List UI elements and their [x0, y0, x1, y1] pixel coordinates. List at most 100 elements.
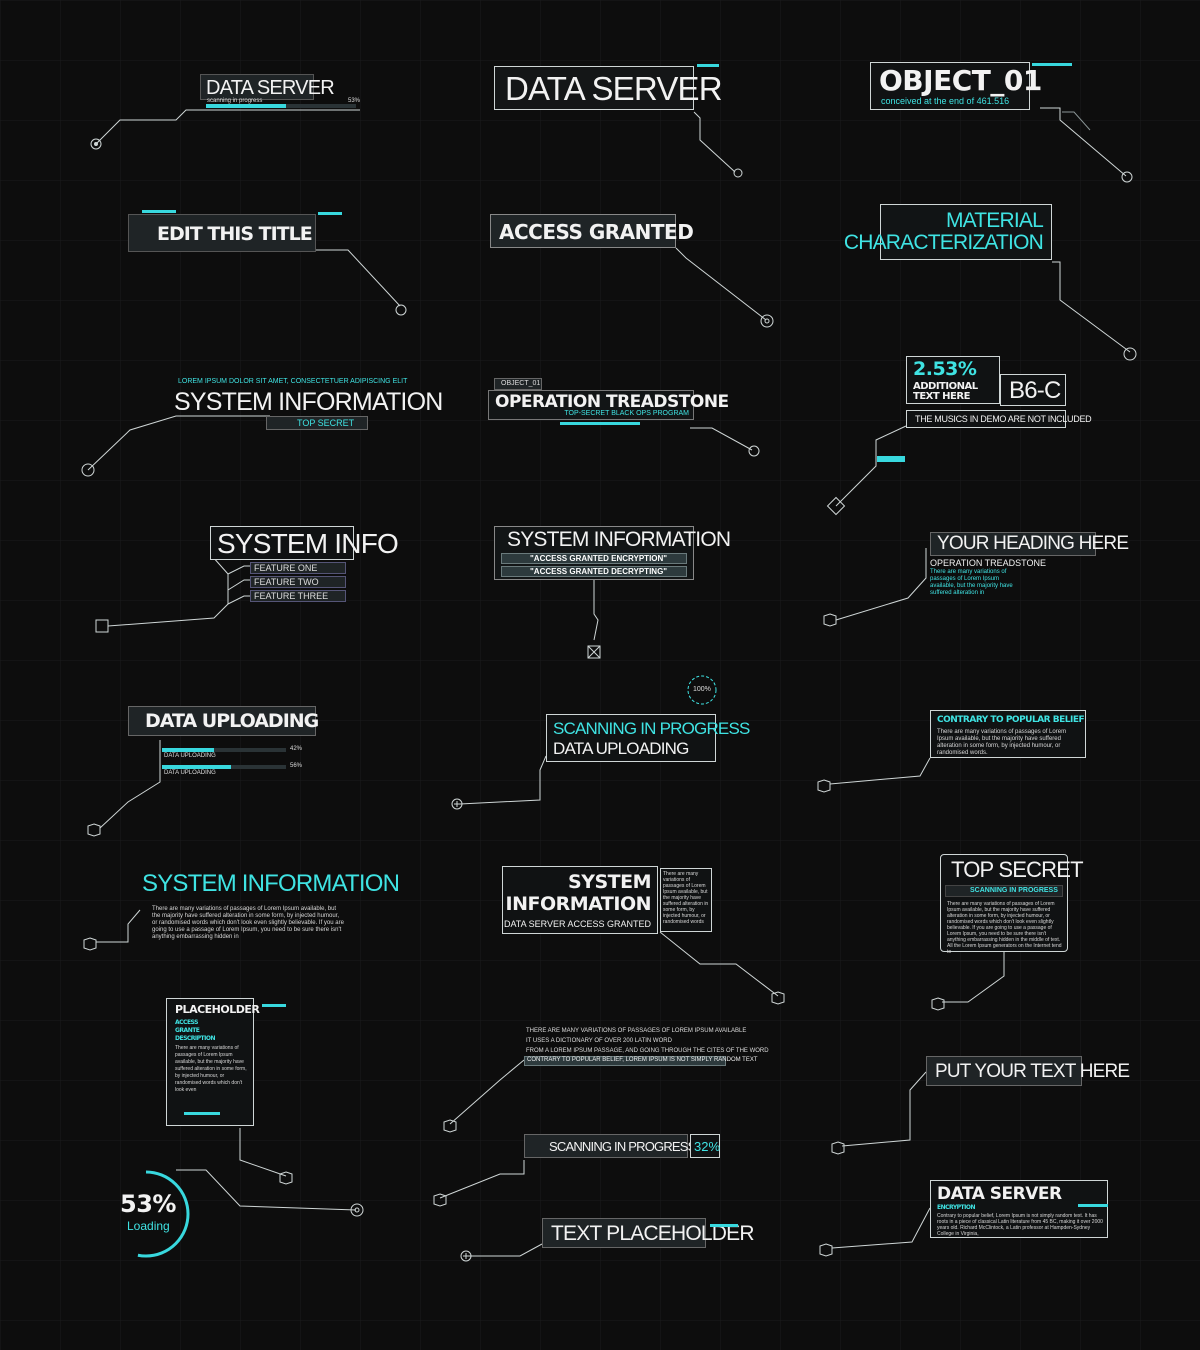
encryption-subtitle: ENCRYPTION: [937, 1204, 976, 1211]
accent-bar: [1032, 63, 1072, 66]
panel-system-information-hex: SYSTEM INFORMATION DATA SERVER ACCESS GR…: [502, 866, 658, 934]
panel-heading: YOUR HEADING HERE: [930, 532, 1129, 556]
panel-scanning-progress: SCANNING IN PROGRESS: [524, 1134, 696, 1158]
placeholder-line1: ACCESS: [175, 1019, 198, 1026]
tag-label: TOP SECRET: [297, 418, 355, 428]
system-info-title: SYSTEM INFO: [217, 528, 399, 559]
scan-status-text: scanning in progress: [207, 98, 263, 104]
panel-title: EDIT THIS TITLE: [157, 223, 313, 245]
encryption-body: Contrary to popular belief, Lorem Ipsum …: [937, 1213, 1103, 1237]
contrary-title: CONTRARY TO POPULAR BELIEF: [937, 715, 1085, 725]
feature-label: FEATURE ONE: [254, 563, 318, 573]
scanning-label: SCANNING IN PROGRESS: [549, 1139, 696, 1154]
scanning-line1: SCANNING IN PROGRESS: [553, 719, 750, 738]
panel-data-server-small: DATA SERVER: [200, 74, 335, 100]
feature-item: FEATURE THREE: [250, 590, 346, 602]
object-tag: OBJECT_01: [494, 378, 542, 390]
system-info-title: SYSTEM INFORMATION: [174, 388, 443, 416]
loading-label: Loading: [127, 1219, 170, 1233]
variations-highlight: CONTRARY TO POPULAR BELIEF, LOREM IPSUM …: [524, 1056, 758, 1066]
panel-data-uploading: DATA UPLOADING: [128, 706, 319, 736]
panel-edit-title: EDIT THIS TITLE: [128, 214, 316, 252]
note-box: THE MUSICS IN DEMO ARE NOT INCLUDED: [906, 410, 1092, 428]
upload-title: DATA UPLOADING: [145, 710, 319, 732]
feature-item: FEATURE TWO: [250, 576, 346, 588]
scanning-strip: SCANNING IN PROGRESS: [945, 885, 1063, 897]
contrary-body: There are many variations of passages of…: [937, 729, 1067, 756]
scanning-line2: DATA UPLOADING: [553, 739, 689, 758]
scanning-percent: 32%: [694, 1139, 721, 1154]
accent-bar: [142, 210, 176, 213]
variations-line: IT USES A DICTIONARY OF OVER 200 LATIN W…: [526, 1038, 672, 1044]
variations-line: CONTRARY TO POPULAR BELIEF, LOREM IPSUM …: [527, 1057, 758, 1063]
code-value: B6-C: [1009, 377, 1061, 404]
side-info-box: There are many variations of passages of…: [660, 868, 712, 932]
placeholder-body: There are many variations of passages of…: [175, 1045, 247, 1093]
panel-title: DATA SERVER: [206, 77, 335, 99]
scan-progress-bar: [206, 104, 356, 108]
tag-label: OBJECT_01: [501, 380, 541, 387]
panel-contrary: CONTRARY TO POPULAR BELIEF There are man…: [930, 710, 1086, 758]
percent-value: 2.53%: [913, 358, 977, 380]
sysinfo-line2: INFORMATION: [505, 893, 652, 915]
panel-object: OBJECT_01 conceived at the end of 461.51…: [870, 62, 1042, 110]
feature-label: FEATURE THREE: [254, 591, 329, 601]
material-line1: MATERIAL: [945, 209, 1044, 232]
panel-access-granted: ACCESS GRANTED: [490, 214, 694, 248]
scan-percent: 53%: [348, 98, 361, 104]
encryption-title: DATA SERVER: [937, 1184, 1062, 1204]
heading-body: There are many variations of passages of…: [930, 569, 1013, 596]
panel-material: MATERIAL CHARACTERIZATION: [844, 204, 1052, 260]
panel-system-info: SYSTEM INFO: [210, 526, 399, 560]
system-info-cyan-title: SYSTEM INFORMATION: [142, 870, 400, 897]
note-text: THE MUSICS IN DEMO ARE NOT INCLUDED: [915, 414, 1092, 424]
percent-line2: TEXT HERE: [913, 391, 970, 402]
variations-line: FROM A LOREM IPSUM PASSAGE, AND GOING TH…: [526, 1048, 769, 1054]
panel-title: ACCESS GRANTED: [499, 220, 694, 244]
top-secret-title: TOP SECRET: [951, 857, 1084, 882]
decryption-line: "ACCESS GRANTED DECRYPTING": [501, 566, 687, 577]
system-info-title: SYSTEM INFORMATION: [507, 528, 731, 551]
object-title: OBJECT_01: [879, 64, 1042, 97]
panel-treadstone: OPERATION TREADSTONE TOP-SECRET BLACK OP…: [488, 390, 729, 420]
put-text-title: PUT YOUR TEXT HERE: [935, 1061, 1130, 1082]
accent-bar: [1078, 1204, 1108, 1207]
panel-top-secret: TOP SECRET SCANNING IN PROGRESS There ar…: [940, 854, 1084, 955]
upload-progress-bar: [162, 765, 286, 769]
top-secret-tag: TOP SECRET: [266, 416, 368, 430]
side-info-text: There are many variations of passages of…: [663, 871, 709, 925]
panel-scanning: SCANNING IN PROGRESS DATA UPLOADING: [546, 714, 750, 762]
panel-title: DATA SERVER: [505, 70, 723, 107]
panel-text-placeholder: TEXT PLACEHOLDER: [542, 1218, 755, 1248]
material-line2: CHARACTERIZATION: [843, 231, 1044, 254]
accent-bar: [184, 1112, 220, 1115]
accent-bar: [697, 64, 719, 67]
heading-subtitle: OPERATION TREADSTONE: [930, 558, 1047, 568]
feature-item: FEATURE ONE: [250, 562, 346, 574]
accent-bar: [560, 422, 640, 425]
upload-label: DATA UPLOADING: [164, 770, 216, 776]
object-subtitle: conceived at the end of 461.516: [881, 96, 1010, 106]
panel-put-text: PUT YOUR TEXT HERE: [926, 1056, 1130, 1086]
panel-data-server-large: DATA SERVER: [494, 66, 723, 110]
upload-progress-bar: [162, 748, 286, 752]
system-info-body: There are many variations of passages of…: [152, 906, 344, 940]
sysinfo-line3: DATA SERVER ACCESS GRANTED: [503, 919, 651, 929]
loading-ring: [102, 1170, 190, 1258]
accent-bar: [710, 1224, 738, 1227]
treadstone-title: OPERATION TREADSTONE: [495, 392, 729, 412]
panel-placeholder: PLACEHOLDER ACCESS GRANTE DESCRIPTION Th…: [166, 998, 260, 1126]
accent-bar: [262, 1004, 286, 1007]
upload-label: DATA UPLOADING: [164, 753, 216, 759]
decryption-text: "ACCESS GRANTED DECRYPTING": [530, 567, 668, 576]
scanning-strip-label: SCANNING IN PROGRESS: [970, 887, 1058, 894]
accent-bar: [318, 212, 342, 215]
sysinfo-line1: SYSTEM: [568, 871, 651, 893]
code-box: B6-C: [1000, 374, 1066, 406]
panel-data-server-encryption: DATA SERVER ENCRYPTION Contrary to popul…: [930, 1180, 1108, 1238]
text-placeholder-title: TEXT PLACEHOLDER: [551, 1222, 755, 1245]
variations-line: THERE ARE MANY VARIATIONS OF PASSAGES OF…: [526, 1028, 747, 1034]
placeholder-title: PLACEHOLDER: [175, 1003, 260, 1016]
scanning-percent-box: 32%: [690, 1134, 720, 1158]
